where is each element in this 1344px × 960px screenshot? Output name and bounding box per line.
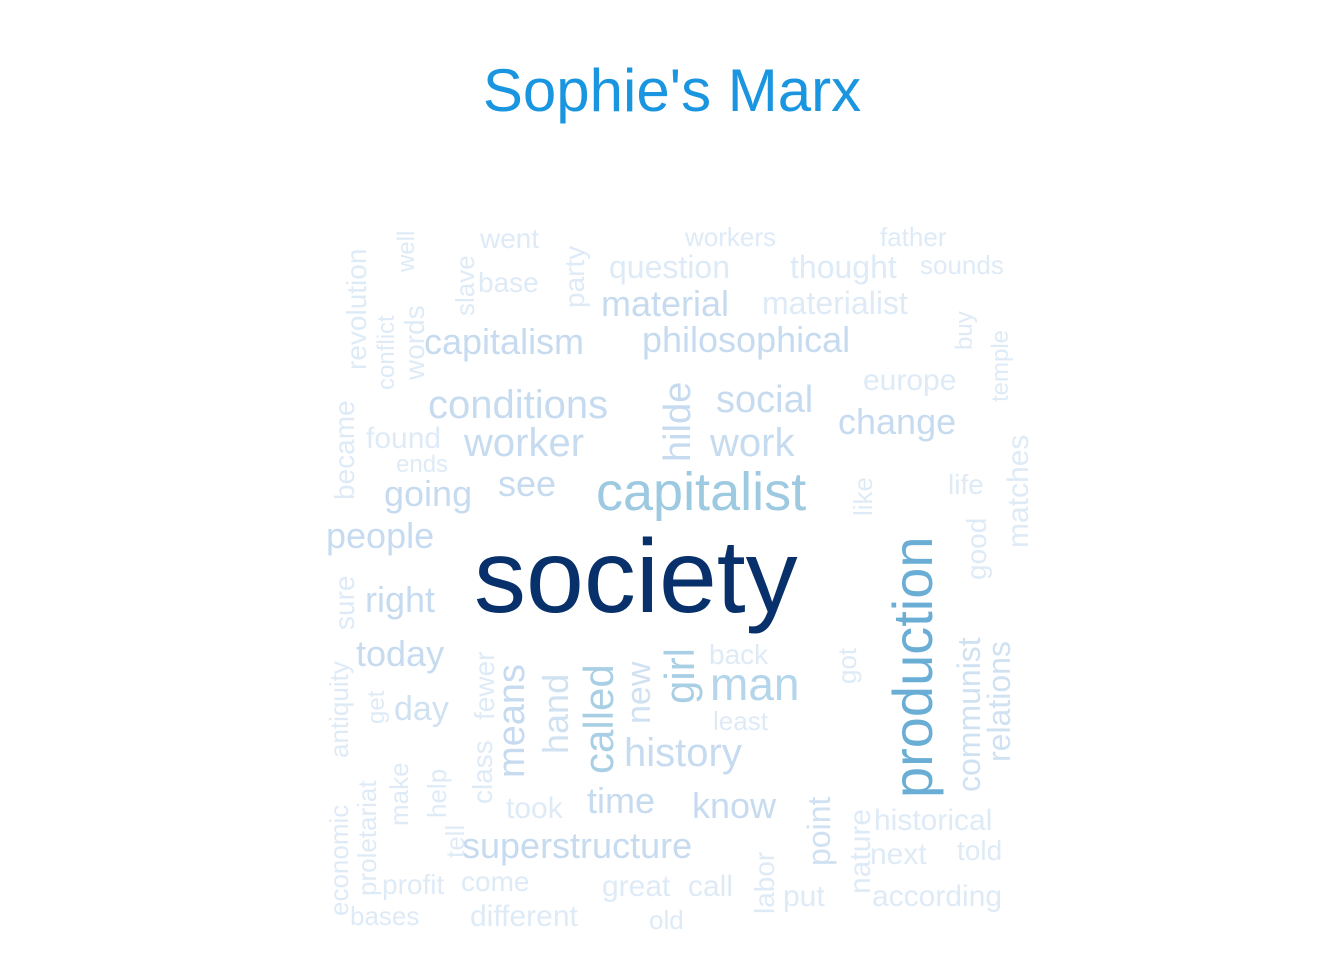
- word-production: production: [881, 536, 944, 798]
- word-revolution: revolution: [341, 249, 372, 370]
- word-make: make: [384, 762, 414, 826]
- word-europe: europe: [863, 364, 956, 397]
- word-philosophical: philosophical: [642, 319, 850, 360]
- word-base: base: [478, 267, 539, 298]
- word-sounds: sounds: [920, 250, 1004, 280]
- word-labor: labor: [749, 852, 780, 914]
- word-according: according: [872, 880, 1002, 913]
- word-took: took: [506, 792, 564, 825]
- word-thought: thought: [790, 249, 897, 285]
- word-next: next: [870, 838, 927, 871]
- word-class: class: [467, 740, 498, 804]
- word-historical: historical: [874, 804, 992, 837]
- word-conflict: conflict: [373, 315, 400, 390]
- word-history: history: [624, 731, 742, 775]
- word-got: got: [832, 647, 862, 684]
- word-proletariat: proletariat: [352, 780, 382, 896]
- word-society: society: [474, 519, 798, 635]
- word-time: time: [587, 780, 655, 821]
- word-girl: girl: [656, 648, 703, 704]
- word-went: went: [479, 223, 539, 254]
- word-old: old: [649, 905, 684, 935]
- word-became: became: [329, 400, 360, 500]
- word-party: party: [559, 246, 590, 308]
- word-come: come: [461, 866, 529, 897]
- word-life: life: [948, 469, 984, 500]
- word-question: question: [609, 249, 730, 285]
- word-words: words: [399, 305, 430, 381]
- word-work: work: [709, 421, 795, 465]
- word-antiquity: antiquity: [324, 661, 354, 758]
- word-people: people: [326, 515, 434, 556]
- word-communist: communist: [951, 637, 987, 792]
- word-hand: hand: [535, 674, 576, 754]
- word-sure: sure: [329, 576, 360, 630]
- word-ends: ends: [396, 451, 448, 478]
- word-superstructure: superstructure: [462, 825, 692, 866]
- word-tell: tell: [440, 825, 470, 858]
- word-hilde: hilde: [657, 382, 699, 462]
- word-going: going: [384, 473, 472, 514]
- word-social: social: [716, 379, 813, 421]
- word-like: like: [848, 477, 878, 516]
- word-worker: worker: [463, 421, 584, 465]
- word-change: change: [838, 401, 956, 442]
- word-capitalism: capitalism: [424, 321, 584, 362]
- word-get: get: [363, 690, 390, 724]
- word-economic: economic: [324, 805, 354, 916]
- word-well: well: [393, 231, 420, 273]
- chart-title: Sophie's Marx: [482, 57, 862, 124]
- word-bases: bases: [350, 901, 419, 931]
- word-back: back: [709, 639, 769, 670]
- word-help: help: [422, 769, 452, 818]
- word-capitalist: capitalist: [596, 462, 806, 522]
- word-relations: relations: [981, 641, 1017, 762]
- word-temple: temple: [987, 330, 1014, 402]
- word-workers: workers: [684, 222, 776, 252]
- word-great: great: [602, 870, 671, 903]
- word-know: know: [692, 785, 777, 826]
- word-means: means: [491, 664, 533, 778]
- word-right: right: [365, 579, 435, 620]
- word-good: good: [961, 518, 992, 580]
- word-told: told: [957, 835, 1002, 866]
- word-called: called: [575, 664, 622, 774]
- word-conditions: conditions: [428, 383, 608, 427]
- word-material: material: [601, 283, 729, 324]
- word-call: call: [688, 870, 733, 903]
- word-found: found: [366, 422, 441, 455]
- word-point: point: [801, 797, 837, 867]
- word-fewer: fewer: [469, 652, 500, 720]
- word-different: different: [470, 900, 579, 933]
- word-matches: matches: [1002, 435, 1035, 548]
- word-see: see: [498, 463, 556, 504]
- word-day: day: [394, 690, 449, 728]
- word-put: put: [783, 880, 825, 913]
- word-nature: nature: [844, 809, 877, 894]
- word-profit: profit: [382, 869, 444, 900]
- word-buy: buy: [951, 311, 978, 350]
- word-new: new: [620, 661, 658, 724]
- word-slave: slave: [450, 255, 480, 316]
- word-least: least: [713, 706, 769, 736]
- word-today: today: [356, 633, 444, 674]
- word-father: father: [880, 222, 947, 252]
- word-materialist: materialist: [762, 285, 908, 321]
- word-man: man: [710, 658, 799, 710]
